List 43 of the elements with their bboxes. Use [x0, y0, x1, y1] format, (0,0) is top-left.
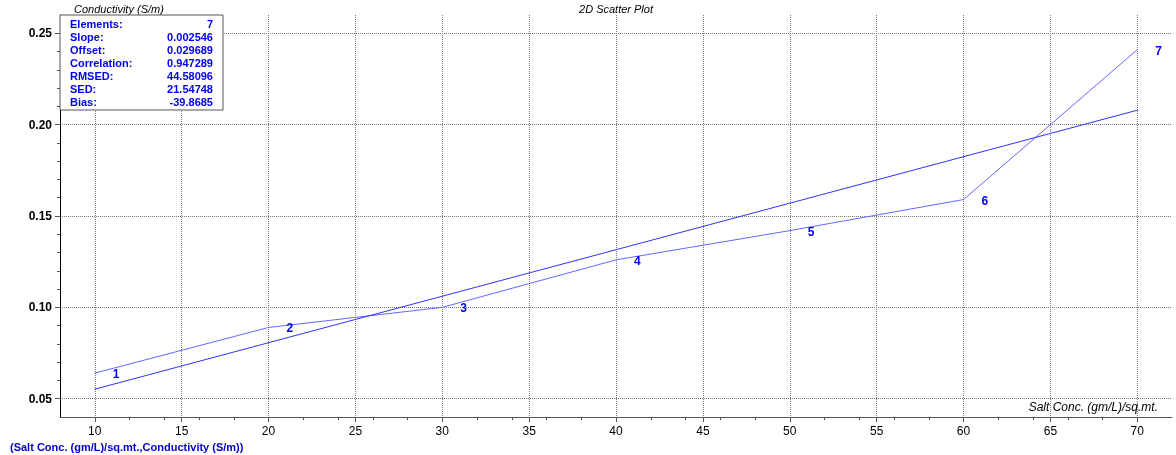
- annotation: 6: [981, 193, 989, 208]
- y-tick-label: 0.05: [28, 391, 53, 406]
- annotation: 2: [286, 321, 294, 336]
- annotation: Slope:: [70, 30, 104, 43]
- annotation: 4: [634, 253, 641, 268]
- annotation: 0.002546: [167, 30, 213, 43]
- annotation: Bias:: [70, 95, 97, 108]
- annotation: -39.8685: [169, 95, 213, 108]
- y-tick-label: 0.25: [28, 26, 53, 41]
- x-tick-label: 60: [956, 424, 971, 438]
- annotation: Elements:: [70, 17, 123, 30]
- annotation: 7: [206, 17, 213, 30]
- annotation: 3: [460, 301, 468, 316]
- annotation: 0.029689: [167, 43, 213, 56]
- annotation: 7: [1155, 43, 1163, 58]
- x-tick-label: 40: [609, 424, 623, 438]
- annotation: 1: [112, 367, 120, 382]
- x-tick-label: 15: [174, 424, 189, 438]
- x-tick-label: 25: [348, 424, 363, 438]
- x-tick-label: 30: [435, 424, 450, 438]
- chart-title: 2D Scatter Plot: [578, 2, 654, 15]
- annotation: 5: [807, 224, 815, 239]
- x-axis-title: Salt Conc. (gm/L)/sq.mt.: [1028, 400, 1158, 414]
- x-tick-label: 70: [1130, 424, 1145, 438]
- x-tick-label: 55: [869, 424, 884, 438]
- y-tick-label: 0.15: [28, 209, 53, 223]
- x-tick-label: 20: [261, 424, 276, 438]
- x-tick-label: 10: [88, 424, 102, 438]
- annotation: Correlation:: [70, 56, 133, 69]
- annotation: 21.54748: [167, 82, 213, 95]
- x-tick-label: 45: [696, 424, 710, 438]
- annotation: RMSED:: [70, 69, 114, 82]
- y-axis-title: Conductivity (S/m): [74, 2, 165, 15]
- annotation: 0.947289: [167, 56, 213, 69]
- y-tick-label: 0.10: [28, 300, 53, 315]
- text: (Salt Conc. (gm/L)/sq.mt.,Conductivity (S/m)): [10, 440, 244, 453]
- annotation: Offset:: [70, 43, 106, 56]
- annotation: SED:: [70, 82, 97, 95]
- x-tick-label: 65: [1043, 424, 1058, 438]
- y-tick-label: 0.20: [28, 117, 53, 132]
- annotation: 44.58096: [167, 69, 213, 82]
- x-tick-label: 50: [783, 424, 797, 438]
- x-tick-label: 35: [522, 424, 537, 438]
